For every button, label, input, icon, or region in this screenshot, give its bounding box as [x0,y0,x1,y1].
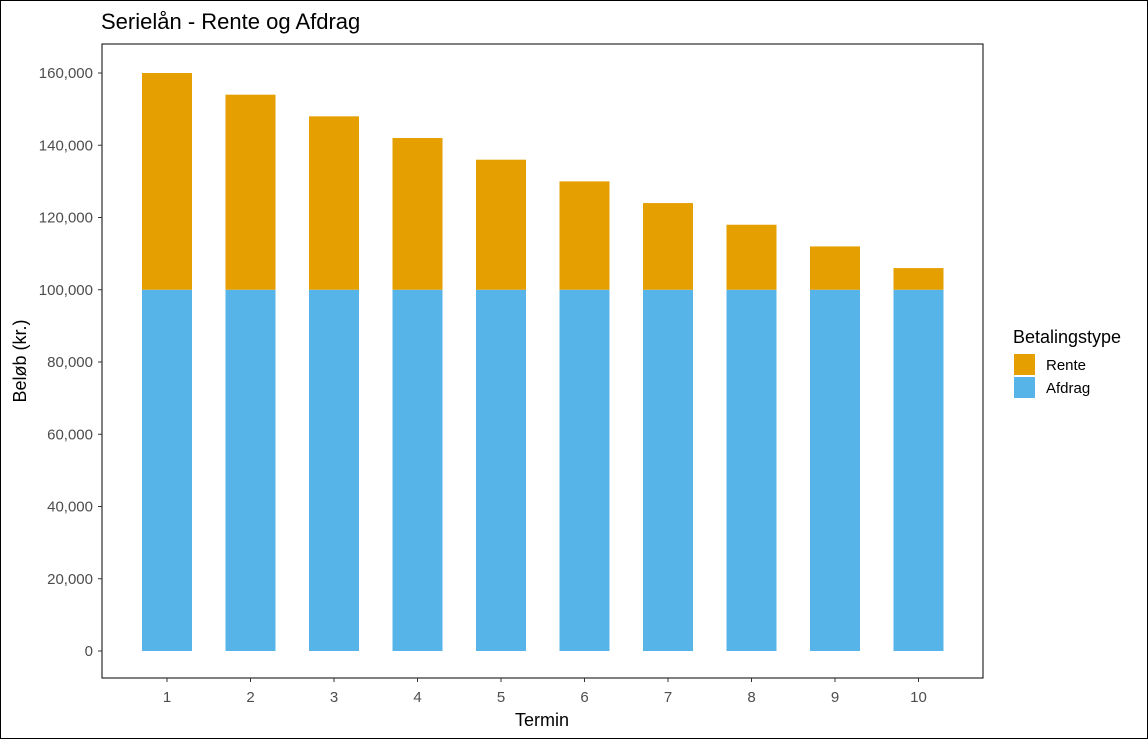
bar-rente-5 [476,159,526,290]
x-tick-label: 8 [747,689,755,706]
bar-afdrag-2 [225,289,276,651]
x-tick-label: 5 [497,689,505,706]
bar-rente-7 [643,203,693,290]
bar-rente-3 [309,116,359,290]
y-tick-label: 60,000 [47,426,93,443]
legend-title: Betalingstype [1013,327,1121,347]
y-tick-label: 140,000 [39,137,93,154]
x-tick-label: 4 [413,689,421,706]
bars-group [142,73,944,651]
legend-swatch-afdrag [1014,377,1035,398]
bar-afdrag-1 [142,289,192,651]
bar-rente-4 [392,138,443,290]
bar-rente-6 [559,181,610,290]
legend-label-rente: Rente [1046,357,1086,374]
bar-rente-1 [142,73,192,290]
y-tick-label: 0 [85,643,93,660]
bar-afdrag-6 [559,289,610,651]
x-axis-title: Termin [515,710,569,730]
bar-afdrag-5 [476,289,526,651]
bar-afdrag-8 [726,289,777,651]
bar-afdrag-7 [643,289,693,651]
x-tick-label: 6 [580,689,588,706]
x-axis-ticks: 1 2 3 4 5 6 7 8 9 10 [163,678,927,706]
bar-rente-8 [726,224,777,290]
x-tick-label: 9 [831,689,839,706]
legend-swatch-rente [1014,354,1035,375]
bar-afdrag-4 [392,289,443,651]
y-axis-title: Beløb (kr.) [10,319,30,402]
x-tick-label: 7 [664,689,672,706]
legend: Betalingstype Rente Afdrag [1013,327,1121,398]
y-tick-label: 120,000 [39,210,93,227]
bar-afdrag-10 [893,289,944,651]
bar-rente-9 [810,246,860,290]
y-tick-label: 40,000 [47,499,93,516]
bar-rente-10 [893,268,944,290]
y-tick-label: 160,000 [39,65,93,82]
bar-afdrag-3 [309,289,359,651]
y-tick-label: 100,000 [39,282,93,299]
bar-afdrag-9 [810,289,860,651]
legend-label-afdrag: Afdrag [1046,380,1090,397]
y-axis-ticks: 0 20,000 40,000 60,000 80,000 100,000 120,000 1… [39,65,102,660]
x-tick-label: 2 [246,689,254,706]
x-tick-label: 1 [163,689,171,706]
legend-items: Rente Afdrag [1014,354,1090,398]
bar-rente-2 [225,94,276,290]
x-tick-label: 3 [330,689,338,706]
y-tick-label: 80,000 [47,354,93,371]
chart-title: Serielån - Rente og Afdrag [101,9,360,34]
x-tick-label: 10 [910,689,927,706]
y-tick-label: 20,000 [47,571,93,588]
